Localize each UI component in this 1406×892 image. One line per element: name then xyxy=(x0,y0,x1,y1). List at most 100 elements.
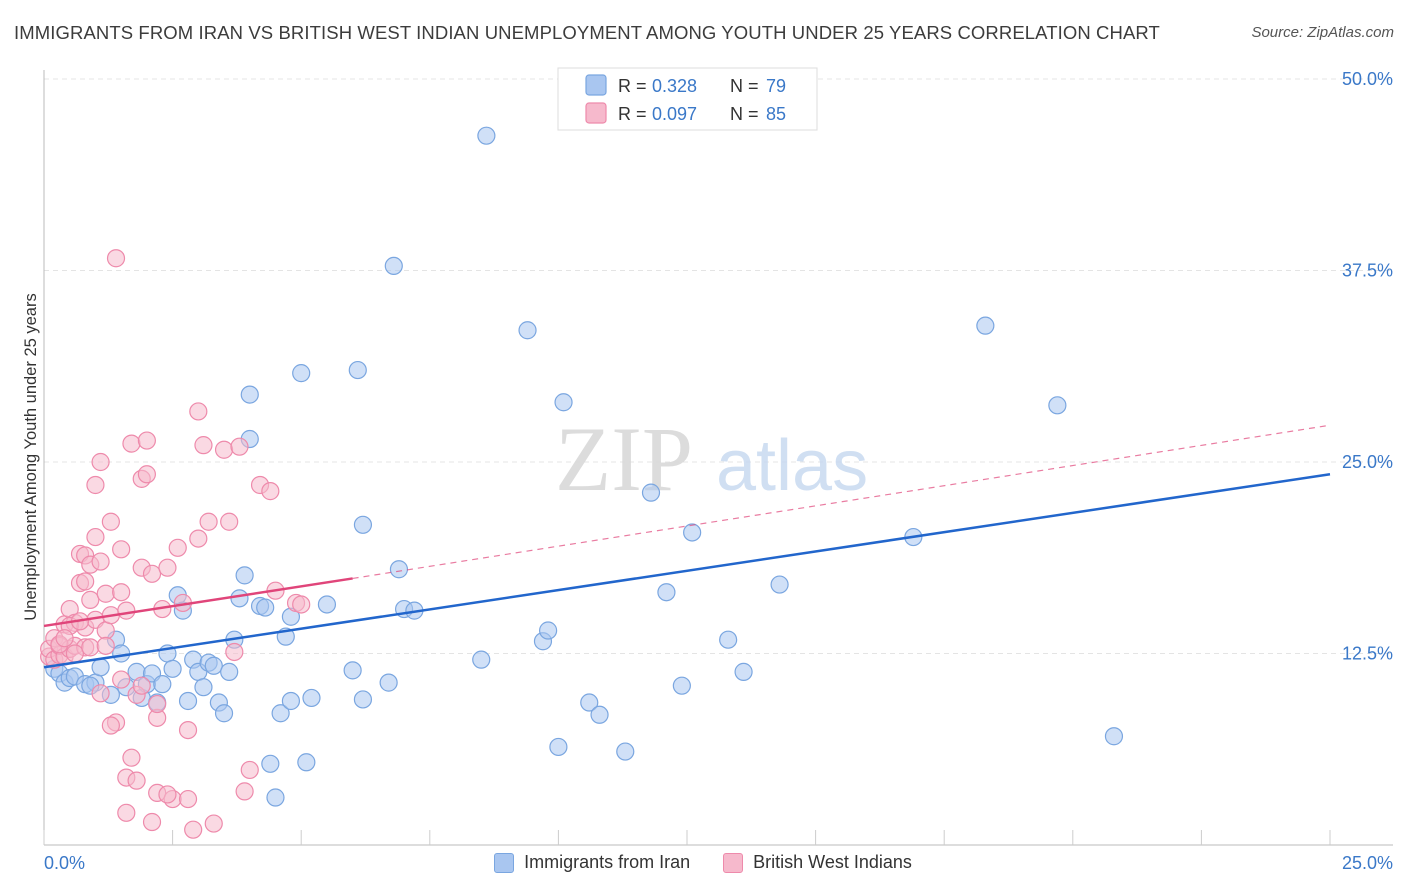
point-bwi xyxy=(142,812,162,832)
point-bwi xyxy=(137,431,156,450)
point-iran xyxy=(379,673,398,692)
point-bwi xyxy=(204,814,223,833)
point-bwi xyxy=(101,716,120,735)
point-iran xyxy=(317,595,337,614)
legend-top: R = 0.328 N = 79 R = 0.097 N = 85 xyxy=(557,67,818,131)
point-iran xyxy=(719,630,738,649)
point-bwi xyxy=(91,552,110,571)
point-iran xyxy=(297,753,316,772)
y-tick-label: 25.0% xyxy=(1342,452,1393,472)
point-bwi xyxy=(292,595,311,614)
point-iran xyxy=(353,515,373,534)
point-bwi xyxy=(86,475,105,495)
point-iran xyxy=(292,364,311,383)
point-iran xyxy=(770,575,789,594)
legend-n-value-blue: 79 xyxy=(766,76,786,96)
point-bwi xyxy=(86,527,105,547)
point-iran xyxy=(353,690,373,709)
legend-swatch-pink xyxy=(585,102,607,124)
point-iran xyxy=(220,662,239,681)
legend-bottom: Immigrants from Iran British West Indian… xyxy=(0,852,1406,878)
point-bwi xyxy=(158,785,177,804)
point-iran xyxy=(672,676,691,695)
legend-label-bwi: British West Indians xyxy=(753,852,912,872)
x-axis-ticks xyxy=(43,830,1331,845)
y-axis-label: Unemployment Among Youth under 25 years xyxy=(22,293,40,620)
point-iran xyxy=(261,754,280,773)
point-iran xyxy=(178,691,198,711)
point-iran xyxy=(549,737,568,757)
point-iran xyxy=(641,483,661,502)
point-iran xyxy=(384,256,403,276)
point-iran xyxy=(1104,727,1124,746)
point-bwi xyxy=(184,820,203,839)
legend-swatch-blue xyxy=(585,74,607,96)
point-bwi xyxy=(81,638,100,657)
point-bwi xyxy=(112,540,131,559)
legend-n-value-pink: 85 xyxy=(766,104,786,124)
point-iran xyxy=(518,321,537,340)
point-bwi xyxy=(178,720,198,740)
legend-item-bwi: British West Indians xyxy=(723,852,912,873)
trend-line-bwi xyxy=(43,577,353,628)
y-tick-label: 50.0% xyxy=(1342,69,1393,89)
point-bwi xyxy=(261,482,280,501)
point-bwi xyxy=(117,803,136,822)
point-iran xyxy=(91,658,110,677)
point-bwi xyxy=(112,583,131,602)
point-bwi xyxy=(101,512,120,531)
point-iran xyxy=(204,656,223,675)
series-immigrants-from-iran xyxy=(45,126,1124,807)
point-bwi xyxy=(194,436,213,455)
source-label: Source: ZipAtlas.com xyxy=(1251,24,1394,41)
point-iran xyxy=(1048,396,1067,415)
y-axis-tick-labels: 12.5% 25.0% 37.5% 50.0% xyxy=(1342,69,1393,664)
legend-item-iran: Immigrants from Iran xyxy=(494,852,690,873)
y-tick-label: 12.5% xyxy=(1342,644,1393,664)
watermark-atlas: atlas xyxy=(716,426,868,506)
point-iran xyxy=(539,621,558,640)
point-iran xyxy=(580,693,599,712)
point-bwi xyxy=(178,789,198,809)
point-iran xyxy=(194,678,213,697)
point-bwi xyxy=(122,748,141,767)
y-tick-label: 37.5% xyxy=(1342,261,1393,281)
chart-title: IMMIGRANTS FROM IRAN VS BRITISH WEST IND… xyxy=(14,22,1160,43)
point-iran xyxy=(112,644,131,663)
point-iran xyxy=(214,704,234,723)
point-bwi xyxy=(225,642,244,662)
point-iran xyxy=(976,316,995,335)
point-iran xyxy=(271,704,290,723)
legend-r-label-blue: R = xyxy=(618,76,647,96)
x-tick-label-min: 0.0% xyxy=(44,853,85,873)
point-bwi xyxy=(199,512,218,531)
point-bwi xyxy=(137,465,156,484)
legend-r-value-blue: 0.328 xyxy=(652,76,697,96)
x-tick-label-max: 25.0% xyxy=(1342,853,1393,873)
point-bwi xyxy=(127,771,146,790)
point-bwi xyxy=(96,621,115,640)
legend-swatch-iran xyxy=(494,852,515,873)
point-bwi xyxy=(81,590,100,609)
series-british-west-indians xyxy=(40,249,311,839)
point-bwi xyxy=(189,529,208,548)
point-bwi xyxy=(189,402,208,421)
point-iran xyxy=(230,589,249,608)
point-bwi xyxy=(240,760,259,780)
watermark-zip: ZIP xyxy=(555,408,693,510)
point-iran xyxy=(389,560,409,579)
trend-line-iran xyxy=(43,473,1331,669)
point-bwi xyxy=(91,452,110,472)
point-bwi xyxy=(106,249,126,268)
point-iran xyxy=(281,691,301,711)
point-bwi xyxy=(122,434,141,453)
point-bwi xyxy=(148,694,167,714)
point-bwi xyxy=(142,564,162,583)
point-bwi xyxy=(220,512,239,531)
point-iran xyxy=(153,675,172,694)
point-iran xyxy=(240,385,259,404)
point-iran xyxy=(235,566,254,585)
point-bwi xyxy=(158,558,177,577)
point-iran xyxy=(256,598,275,617)
